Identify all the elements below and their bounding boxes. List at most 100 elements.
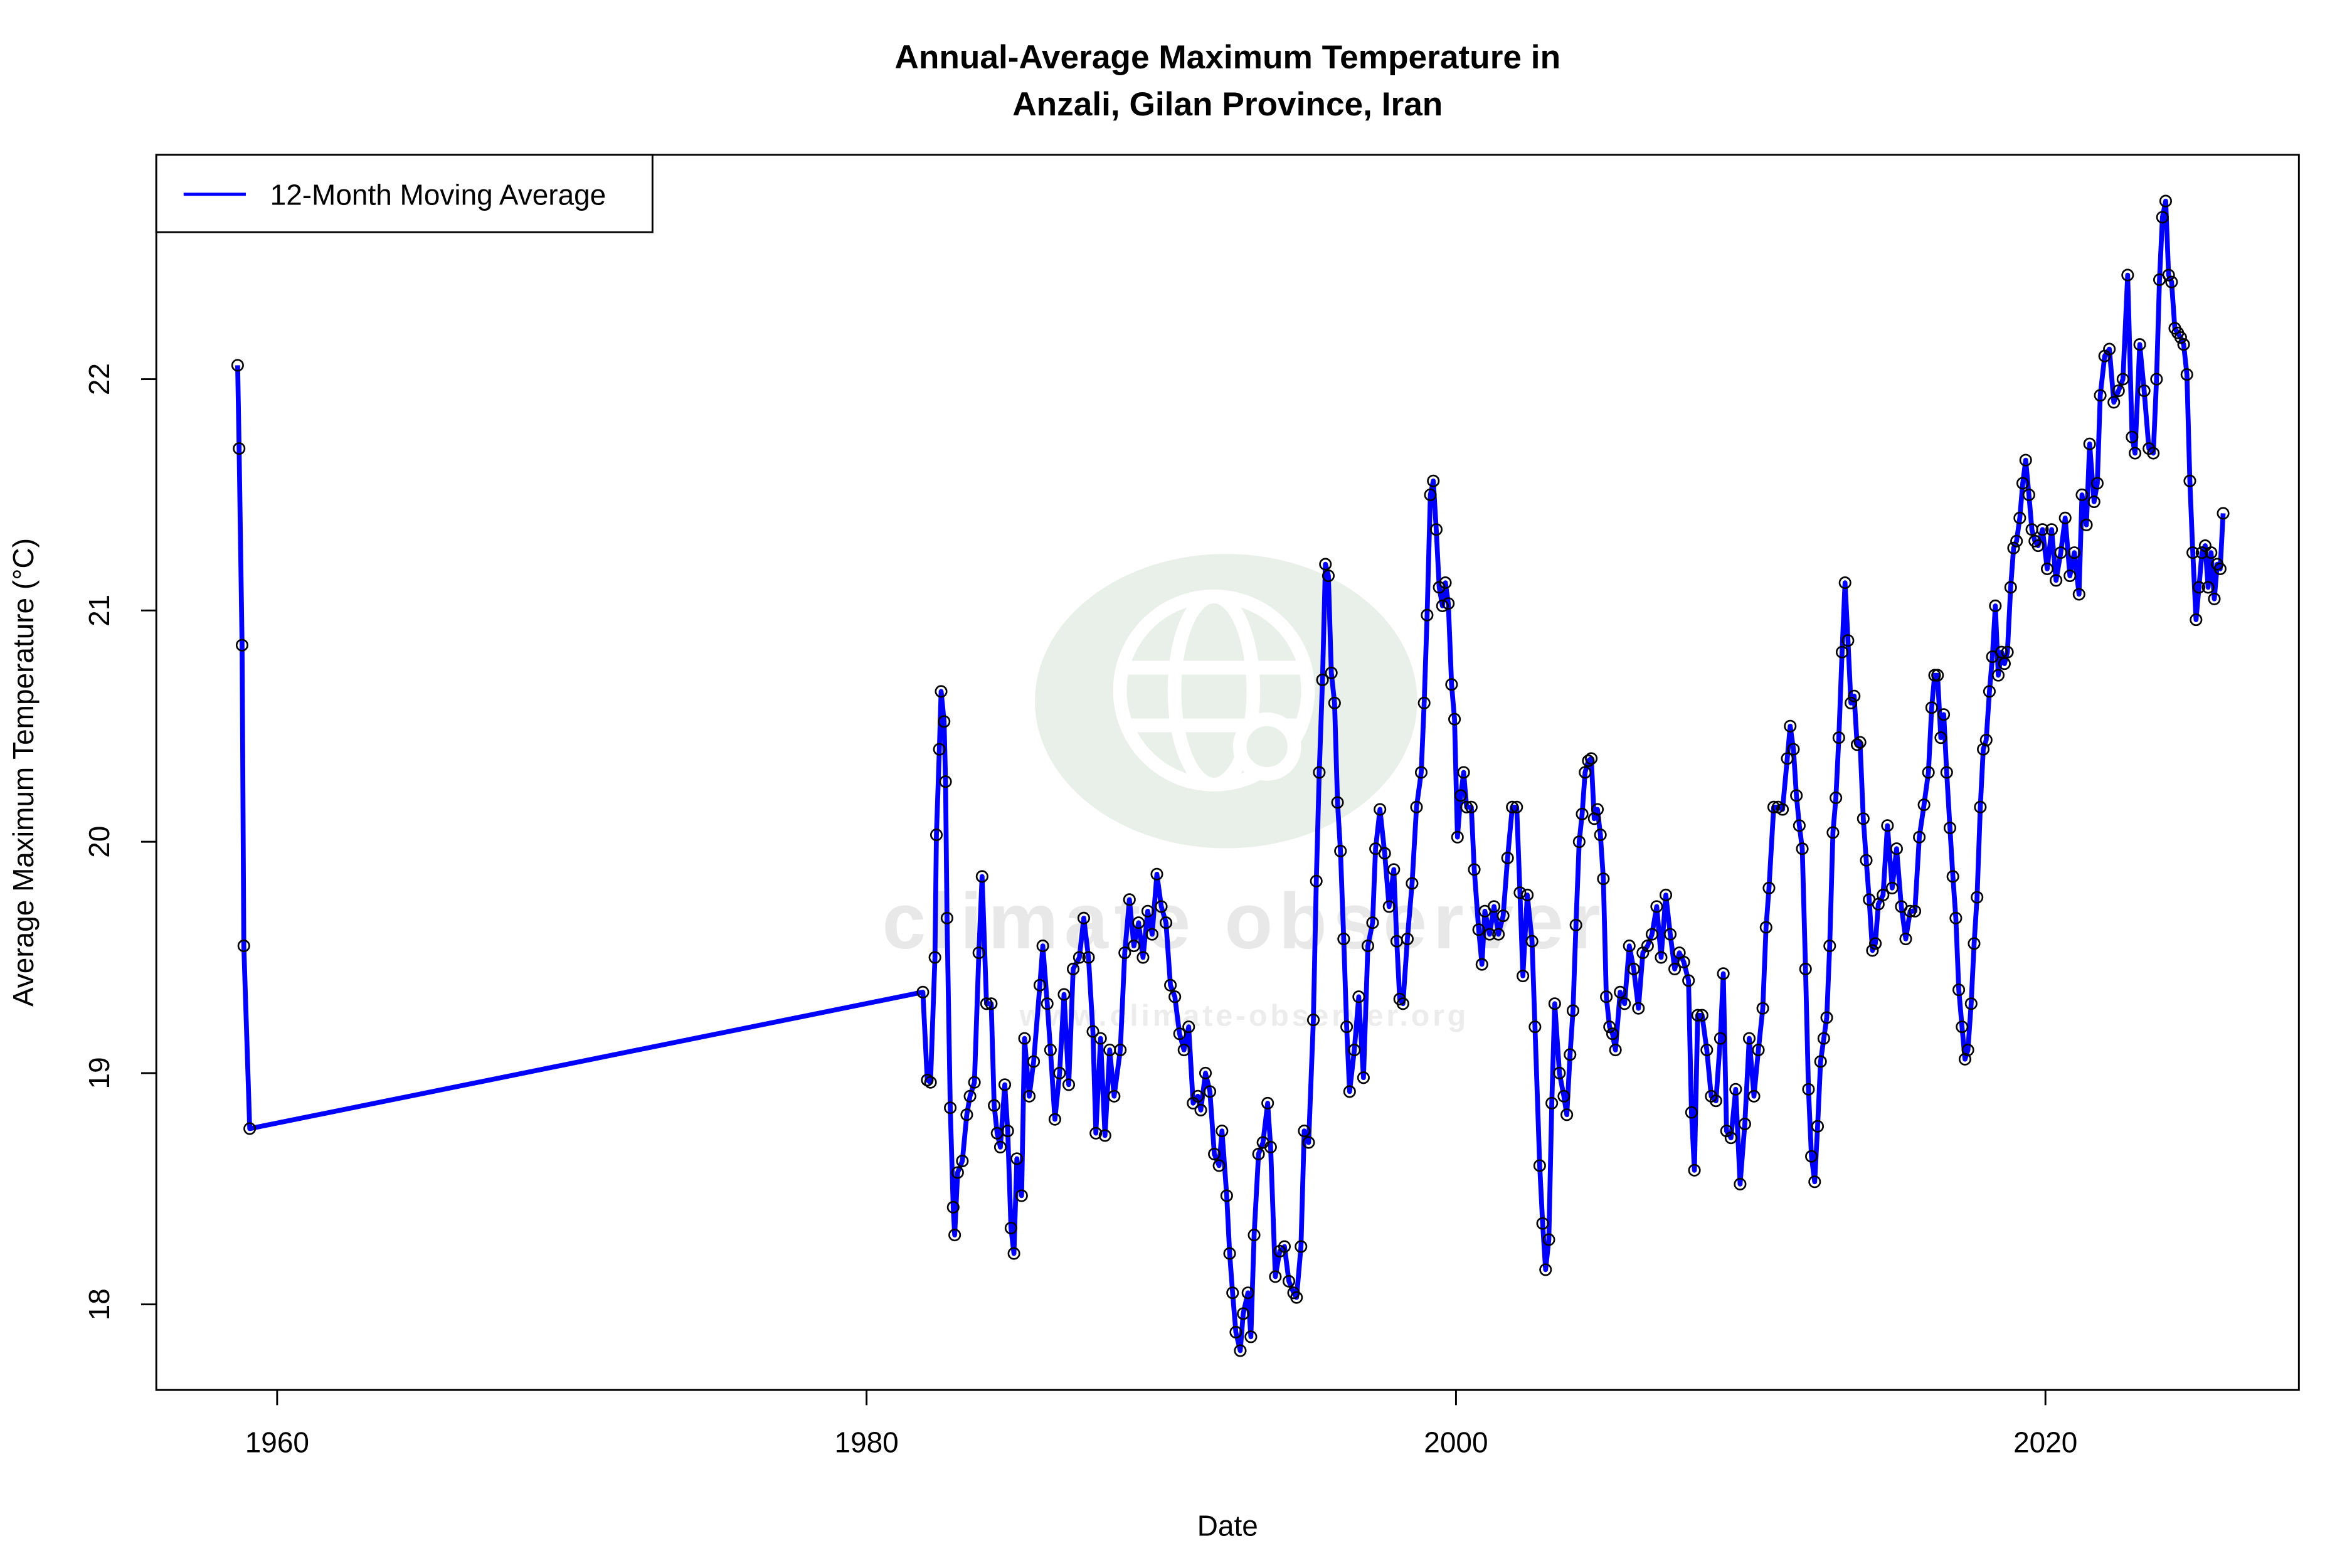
data-point [1747,1089,1761,1103]
data-point [1316,673,1329,687]
data-point [1632,1002,1645,1015]
data-point [1738,1118,1751,1131]
data-point [1001,1125,1014,1138]
data-point [1645,928,1658,941]
data-point [1401,932,1414,946]
data-point [1173,1027,1186,1041]
data-point [1521,888,1534,901]
data-point [1808,1175,1821,1189]
data-point [1627,962,1640,976]
data-point [1496,909,1510,923]
data-point [1226,1286,1239,1300]
data-point [1539,1263,1552,1276]
data-point [1278,1240,1291,1253]
data-point [935,685,948,698]
data-point [1857,812,1870,825]
data-point [2186,546,2200,559]
data-point [1909,904,1922,918]
data-point [1717,967,1730,980]
data-point [2001,645,2014,659]
data-point [1445,678,1458,691]
data-point [2129,447,2142,460]
data-point [1752,1044,1765,1057]
data-point [2080,518,2093,531]
data-point [1465,800,1478,813]
data-point [1337,932,1350,946]
data-point [1756,1002,1769,1015]
data-point [1208,1147,1221,1161]
data-point [1614,985,1627,999]
data-point [235,638,248,652]
data-point [1995,645,2008,659]
data-point [1850,738,1863,751]
data-point [1212,1159,1226,1172]
data-point [924,1076,937,1089]
data-point [1983,685,1996,698]
data-point [1513,886,1527,899]
data-point [1053,1066,1066,1079]
x-tick-label: 1980 [835,1426,899,1458]
data-point [1553,1066,1566,1079]
data-point [1934,731,1947,744]
data-point [2165,275,2178,289]
data-point [1427,474,1440,487]
data-point [1566,1004,1580,1017]
data-point [2112,384,2125,398]
data-point [1767,800,1781,813]
data-point [1572,835,1586,849]
data-point [1220,1189,1233,1202]
data-point [1677,955,1690,968]
chart-title-line-2: Anzali, Gilan Province, Iran [1012,86,1443,123]
data-point [2094,389,2107,402]
data-point [1114,1044,1127,1057]
data-point [1820,1011,1833,1024]
data-point [2063,569,2077,583]
data-point [1310,874,1323,887]
y-tick-label: 21 [83,595,115,627]
data-point [940,911,953,924]
data-point [2019,453,2032,467]
data-point [1261,1096,1274,1110]
data-point [1343,1085,1356,1098]
data-point [1853,736,1867,749]
data-point [1700,1044,1714,1057]
data-point [1597,872,1610,886]
data-point [1429,523,1443,536]
data-point [1414,766,1428,779]
data-point [1044,1044,1057,1057]
data-point [1971,891,1984,904]
data-point [1832,731,1845,744]
data-point [1709,1094,1722,1108]
data-point [1899,932,1912,946]
data-point [1557,1089,1571,1103]
data-point [1454,789,1467,802]
data-point [1937,708,1951,721]
plot-frame [155,154,2300,1391]
data-point [1033,978,1046,992]
data-point [1848,689,1861,702]
chart-title-line-1: Annual-Average Maximum Temperature in [894,39,1560,76]
data-point [1199,1066,1212,1079]
data-point [1018,1032,1031,1045]
data-point [1108,1089,1121,1103]
data-point [1799,962,1812,976]
data-point [1145,928,1159,941]
data-point [1931,669,1944,682]
data-point [2159,194,2172,208]
data-point [1150,867,1163,881]
data-point [1956,1020,1969,1034]
data-point [1325,666,1338,679]
data-point [1835,645,1849,659]
data-point [1569,918,1582,931]
data-point [2010,534,2023,548]
data-point [1560,1108,1574,1121]
data-point [1501,851,1514,864]
data-point [1298,1125,1311,1138]
y-tick-label: 22 [83,363,115,395]
data-point [1890,842,1903,856]
data-point [1729,1083,1742,1096]
data-point [1517,969,1530,983]
data-point [2036,523,2049,536]
data-point [998,1078,1012,1091]
